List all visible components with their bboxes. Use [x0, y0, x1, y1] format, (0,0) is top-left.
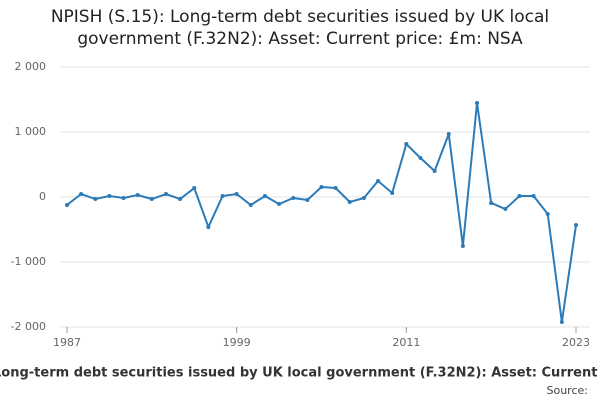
- point: [489, 200, 494, 205]
- point: [517, 194, 522, 199]
- point: [446, 132, 451, 137]
- point: [93, 197, 98, 202]
- point: [305, 197, 310, 202]
- point: [121, 195, 126, 200]
- point: [65, 202, 69, 207]
- point: [107, 194, 112, 199]
- point: [291, 195, 296, 200]
- y-tick-label: 1 000: [15, 125, 47, 138]
- point: [376, 179, 381, 184]
- point: [418, 156, 423, 160]
- point: [545, 212, 550, 217]
- y-tick-label: 2 000: [15, 60, 47, 73]
- point: [361, 195, 366, 200]
- point: [248, 202, 253, 207]
- x-tick-label: 2023: [562, 336, 590, 349]
- point: [404, 142, 409, 147]
- caption: NPISH (S.15): Long-term debt securities …: [0, 366, 600, 381]
- point: [319, 184, 324, 189]
- source: Source:: [547, 384, 589, 397]
- x-tick-label: 1999: [223, 336, 251, 349]
- chart-title: NPISH (S.15): Long-term debt securities …: [50, 7, 550, 49]
- point: [503, 207, 508, 212]
- point: [277, 202, 282, 207]
- point: [220, 194, 225, 199]
- point: [475, 101, 480, 106]
- point: [262, 194, 267, 199]
- y-tick-label: -2 000: [11, 320, 46, 333]
- point: [192, 186, 197, 191]
- point: [149, 197, 154, 202]
- point: [135, 192, 140, 197]
- point: [574, 223, 578, 228]
- x-tick-label: 1987: [53, 336, 81, 349]
- y-tick-label: 0: [39, 190, 46, 203]
- point: [206, 225, 211, 230]
- point: [163, 192, 168, 197]
- y-tick-label: -1 000: [11, 255, 46, 268]
- point: [347, 200, 352, 205]
- line: [66, 102, 577, 323]
- point: [178, 197, 183, 202]
- point: [79, 192, 84, 197]
- point: [333, 186, 338, 191]
- point: [531, 194, 536, 199]
- point: [432, 169, 437, 173]
- point: [390, 190, 395, 195]
- point: [234, 192, 239, 197]
- point: [559, 319, 564, 324]
- x-tick-label: 2011: [392, 336, 420, 349]
- point: [460, 244, 465, 249]
